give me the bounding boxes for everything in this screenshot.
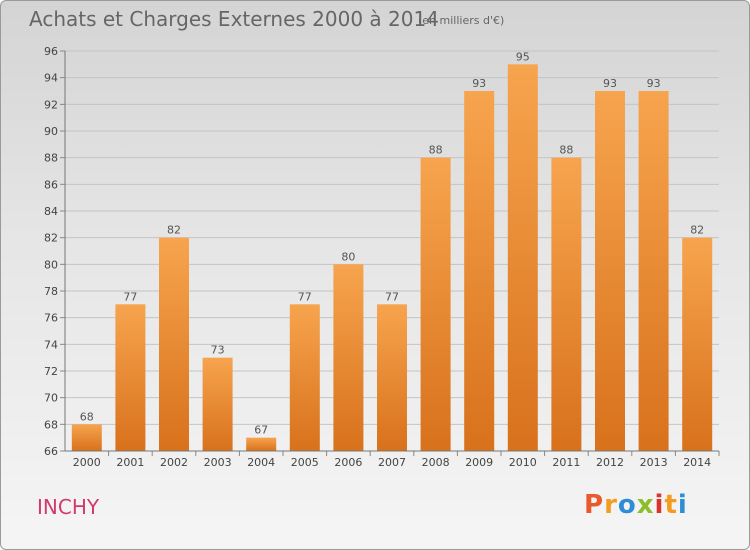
bar-2005: [289, 304, 320, 451]
y-tick-label: 90: [44, 125, 58, 138]
value-label: 77: [298, 290, 312, 303]
value-label: 77: [123, 290, 137, 303]
logo-letter: r: [604, 490, 618, 520]
x-tick-label: 2014: [683, 456, 711, 469]
bar-2006: [333, 264, 364, 451]
value-label: 93: [472, 77, 486, 90]
x-tick-label: 2008: [422, 456, 450, 469]
x-tick-label: 2009: [465, 456, 493, 469]
value-label: 95: [516, 50, 530, 63]
x-tick-label: 2010: [509, 456, 537, 469]
value-label: 77: [385, 290, 399, 303]
y-tick-label: 88: [44, 152, 58, 165]
bar-2013: [638, 91, 669, 451]
bar-2009: [464, 91, 495, 451]
bar-2010: [507, 64, 538, 452]
value-label: 67: [254, 424, 268, 437]
y-tick-label: 68: [44, 418, 58, 431]
value-label: 93: [647, 77, 661, 90]
value-label: 82: [167, 224, 181, 237]
logo-letter: x: [636, 490, 655, 520]
bar-2003: [202, 357, 233, 451]
y-tick-label: 86: [44, 178, 58, 191]
value-label: 93: [603, 77, 617, 90]
y-tick-label: 74: [44, 338, 58, 351]
x-tick-labels: 2000 2001 2002 2003 2004 2005 2006 2007 2008 2009…: [73, 456, 711, 469]
chart-title: Achats et Charges Externes 2000 à 2014: [29, 7, 439, 31]
bar-2001: [115, 304, 146, 451]
bar-2000: [71, 424, 102, 451]
x-tick-label: 2005: [291, 456, 319, 469]
x-tick-label: 2012: [596, 456, 624, 469]
value-label: 80: [341, 250, 355, 263]
location-label: INCHY: [37, 495, 100, 519]
x-tick-label: 2004: [247, 456, 275, 469]
y-tick-label: 92: [44, 98, 58, 111]
logo-letter: i: [677, 490, 688, 520]
y-tick-label: 96: [44, 45, 58, 58]
y-tick-label: 94: [44, 72, 58, 85]
y-tick-label: 66: [44, 445, 58, 458]
value-label: 73: [211, 344, 225, 357]
y-tick-label: 82: [44, 232, 58, 245]
bar-2014: [682, 237, 713, 451]
y-tick-label: 78: [44, 285, 58, 298]
bars: [71, 64, 713, 452]
value-label: 88: [429, 144, 443, 157]
bar-2012: [595, 91, 625, 451]
value-label: 88: [559, 144, 573, 157]
bar-2002: [159, 237, 189, 451]
axes: [60, 50, 720, 456]
bar-2007: [377, 304, 407, 451]
x-tick-label: 2001: [116, 456, 144, 469]
y-tick-label: 84: [44, 205, 58, 218]
logo-letter: P: [584, 490, 605, 520]
y-tick-label: 76: [44, 312, 58, 325]
y-tick-label: 72: [44, 365, 58, 378]
logo-letter: i: [654, 490, 665, 520]
y-tick-labels: 66 68 70 72 74 76 78 80 82 84 86 88 90 92 94 96: [44, 45, 58, 458]
value-labels: 68 77 82 73 67 77 80 77 88 93 95 88 93 93 82: [80, 50, 704, 436]
chart-subtitle: (en milliers d'€): [418, 14, 505, 27]
x-tick-label: 2013: [640, 456, 668, 469]
logo-letter: o: [617, 490, 637, 520]
value-label: 68: [80, 410, 94, 423]
value-label: 82: [690, 224, 704, 237]
x-tick-label: 2002: [160, 456, 188, 469]
x-tick-label: 2003: [204, 456, 232, 469]
y-tick-label: 70: [44, 392, 58, 405]
bar-2004: [246, 437, 277, 451]
x-tick-label: 2006: [334, 456, 362, 469]
x-tick-label: 2011: [552, 456, 580, 469]
bar-2011: [551, 157, 582, 451]
x-tick-label: 2007: [378, 456, 406, 469]
y-tick-label: 80: [44, 258, 58, 271]
proxiti-logo: Proxiti: [584, 490, 688, 520]
x-tick-label: 2000: [73, 456, 101, 469]
logo-letter: t: [664, 490, 678, 520]
bar-2008: [420, 157, 451, 451]
